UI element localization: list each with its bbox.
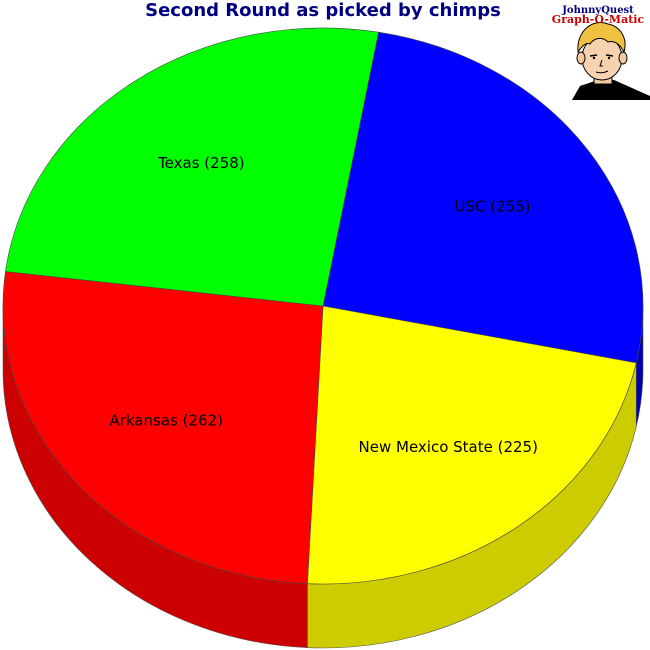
- pie-slice-texas: [5, 27, 379, 307]
- pie-slice-new-mexico-state: [307, 305, 637, 585]
- logo-line1: JohnnyQuest: [561, 5, 634, 16]
- pie-slice-usc: [322, 31, 644, 364]
- johnnyquest-logo: JohnnyQuest Graph-O-Matic: [552, 5, 650, 100]
- slice-label-texas: Texas (258): [157, 154, 245, 172]
- pie-slice-arkansas: [2, 271, 324, 584]
- cartoon-boy-icon: [572, 22, 650, 100]
- slice-label-usc: USC (255): [455, 197, 531, 215]
- slice-labels: USC (255) New Mexico State (225) Arkansas …: [109, 154, 537, 456]
- slice-label-arkansas: Arkansas (262): [109, 411, 222, 429]
- slice-label-new-mexico-state: New Mexico State (225): [359, 438, 538, 456]
- logo-line2: Graph-O-Matic: [552, 13, 645, 26]
- chart-title: Second Round as picked by chimps: [145, 0, 501, 21]
- pie-slices: [2, 27, 644, 585]
